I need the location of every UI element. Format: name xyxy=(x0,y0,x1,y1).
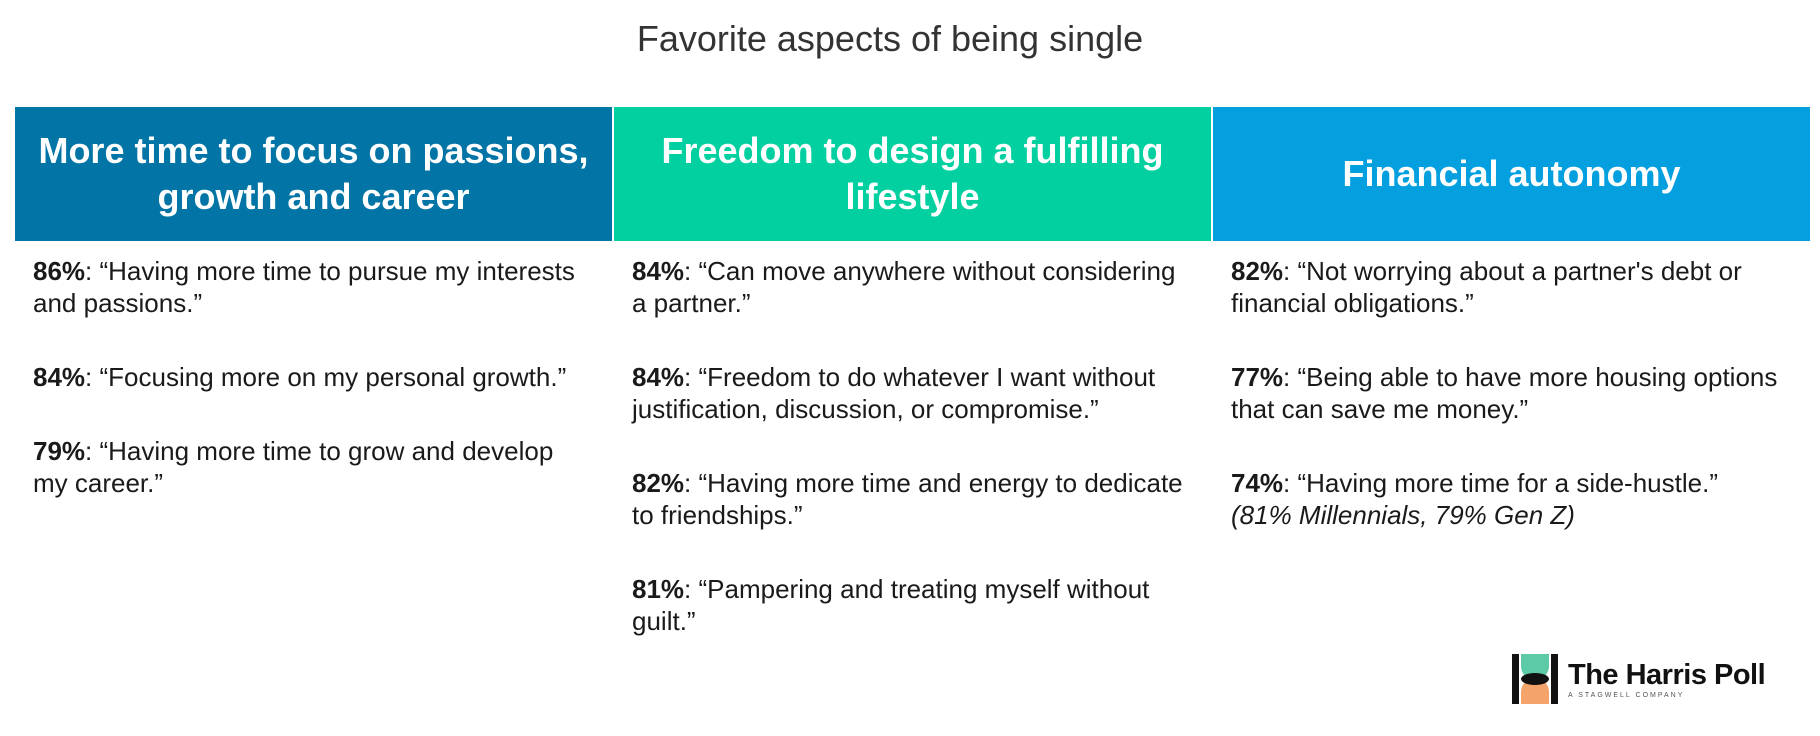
column-items: 86%: “Having more time to pursue my inte… xyxy=(15,241,612,499)
item-percent: 77% xyxy=(1231,362,1284,392)
column-fulfilling-lifestyle: Freedom to design a fulfilling lifestyle… xyxy=(614,107,1211,679)
item-quote: : “Focusing more on my personal growth.” xyxy=(85,362,567,392)
item-percent: 84% xyxy=(632,256,685,286)
column-header: Freedom to design a fulfilling lifestyle xyxy=(614,107,1211,241)
list-item: 86%: “Having more time to pursue my inte… xyxy=(33,255,594,319)
item-quote: : “Being able to have more housing optio… xyxy=(1231,362,1778,424)
column-items: 84%: “Can move anywhere without consider… xyxy=(614,241,1211,637)
list-item: 81%: “Pampering and treating myself with… xyxy=(632,573,1193,637)
item-percent: 84% xyxy=(33,362,86,392)
item-quote: : “Not worrying about a partner's debt o… xyxy=(1231,256,1742,318)
aspects-columns: More time to focus on passions, growth a… xyxy=(15,107,1810,679)
item-quote: : “Having more time and energy to dedica… xyxy=(632,468,1183,530)
column-items: 82%: “Not worrying about a partner's deb… xyxy=(1213,241,1810,531)
harris-poll-logo-icon xyxy=(1512,654,1558,704)
item-percent: 86% xyxy=(33,256,86,286)
logo-name: The Harris Poll xyxy=(1568,658,1766,691)
item-quote: : “Pampering and treating myself without… xyxy=(632,574,1150,636)
item-percent: 74% xyxy=(1231,468,1284,498)
item-note: (81% Millennials, 79% Gen Z) xyxy=(1231,500,1575,530)
item-quote: : “Having more time to grow and develop … xyxy=(33,436,554,498)
item-quote: : “Having more time for a side-hustle.” xyxy=(1283,468,1718,498)
list-item: 79%: “Having more time to grow and devel… xyxy=(33,435,594,499)
column-financial-autonomy: Financial autonomy 82%: “Not worrying ab… xyxy=(1213,107,1810,679)
item-percent: 82% xyxy=(632,468,685,498)
item-quote: : “Freedom to do whatever I want without… xyxy=(632,362,1156,424)
item-percent: 79% xyxy=(33,436,86,466)
item-quote: : “Having more time to pursue my interes… xyxy=(33,256,575,318)
list-item: 82%: “Not worrying about a partner's deb… xyxy=(1231,255,1792,319)
list-item: 77%: “Being able to have more housing op… xyxy=(1231,361,1792,425)
list-item: 84%: “Can move anywhere without consider… xyxy=(632,255,1193,319)
logo-tagline: A STAGWELL COMPANY xyxy=(1568,691,1685,699)
list-item: 74%: “Having more time for a side-hustle… xyxy=(1231,467,1792,531)
item-percent: 81% xyxy=(632,574,685,604)
item-percent: 82% xyxy=(1231,256,1284,286)
item-percent: 84% xyxy=(632,362,685,392)
list-item: 84%: “Freedom to do whatever I want with… xyxy=(632,361,1193,425)
logo-text: The Harris Poll A STAGWELL COMPANY xyxy=(1568,658,1766,699)
harris-poll-logo: The Harris Poll A STAGWELL COMPANY xyxy=(1512,654,1766,704)
column-header: Financial autonomy xyxy=(1213,107,1810,241)
page-title: Favorite aspects of being single xyxy=(636,18,1144,59)
list-item: 84%: “Focusing more on my personal growt… xyxy=(33,361,594,393)
column-header: More time to focus on passions, growth a… xyxy=(15,107,612,241)
list-item: 82%: “Having more time and energy to ded… xyxy=(632,467,1193,531)
item-quote: : “Can move anywhere without considering… xyxy=(632,256,1176,318)
column-passions-growth-career: More time to focus on passions, growth a… xyxy=(15,107,612,679)
